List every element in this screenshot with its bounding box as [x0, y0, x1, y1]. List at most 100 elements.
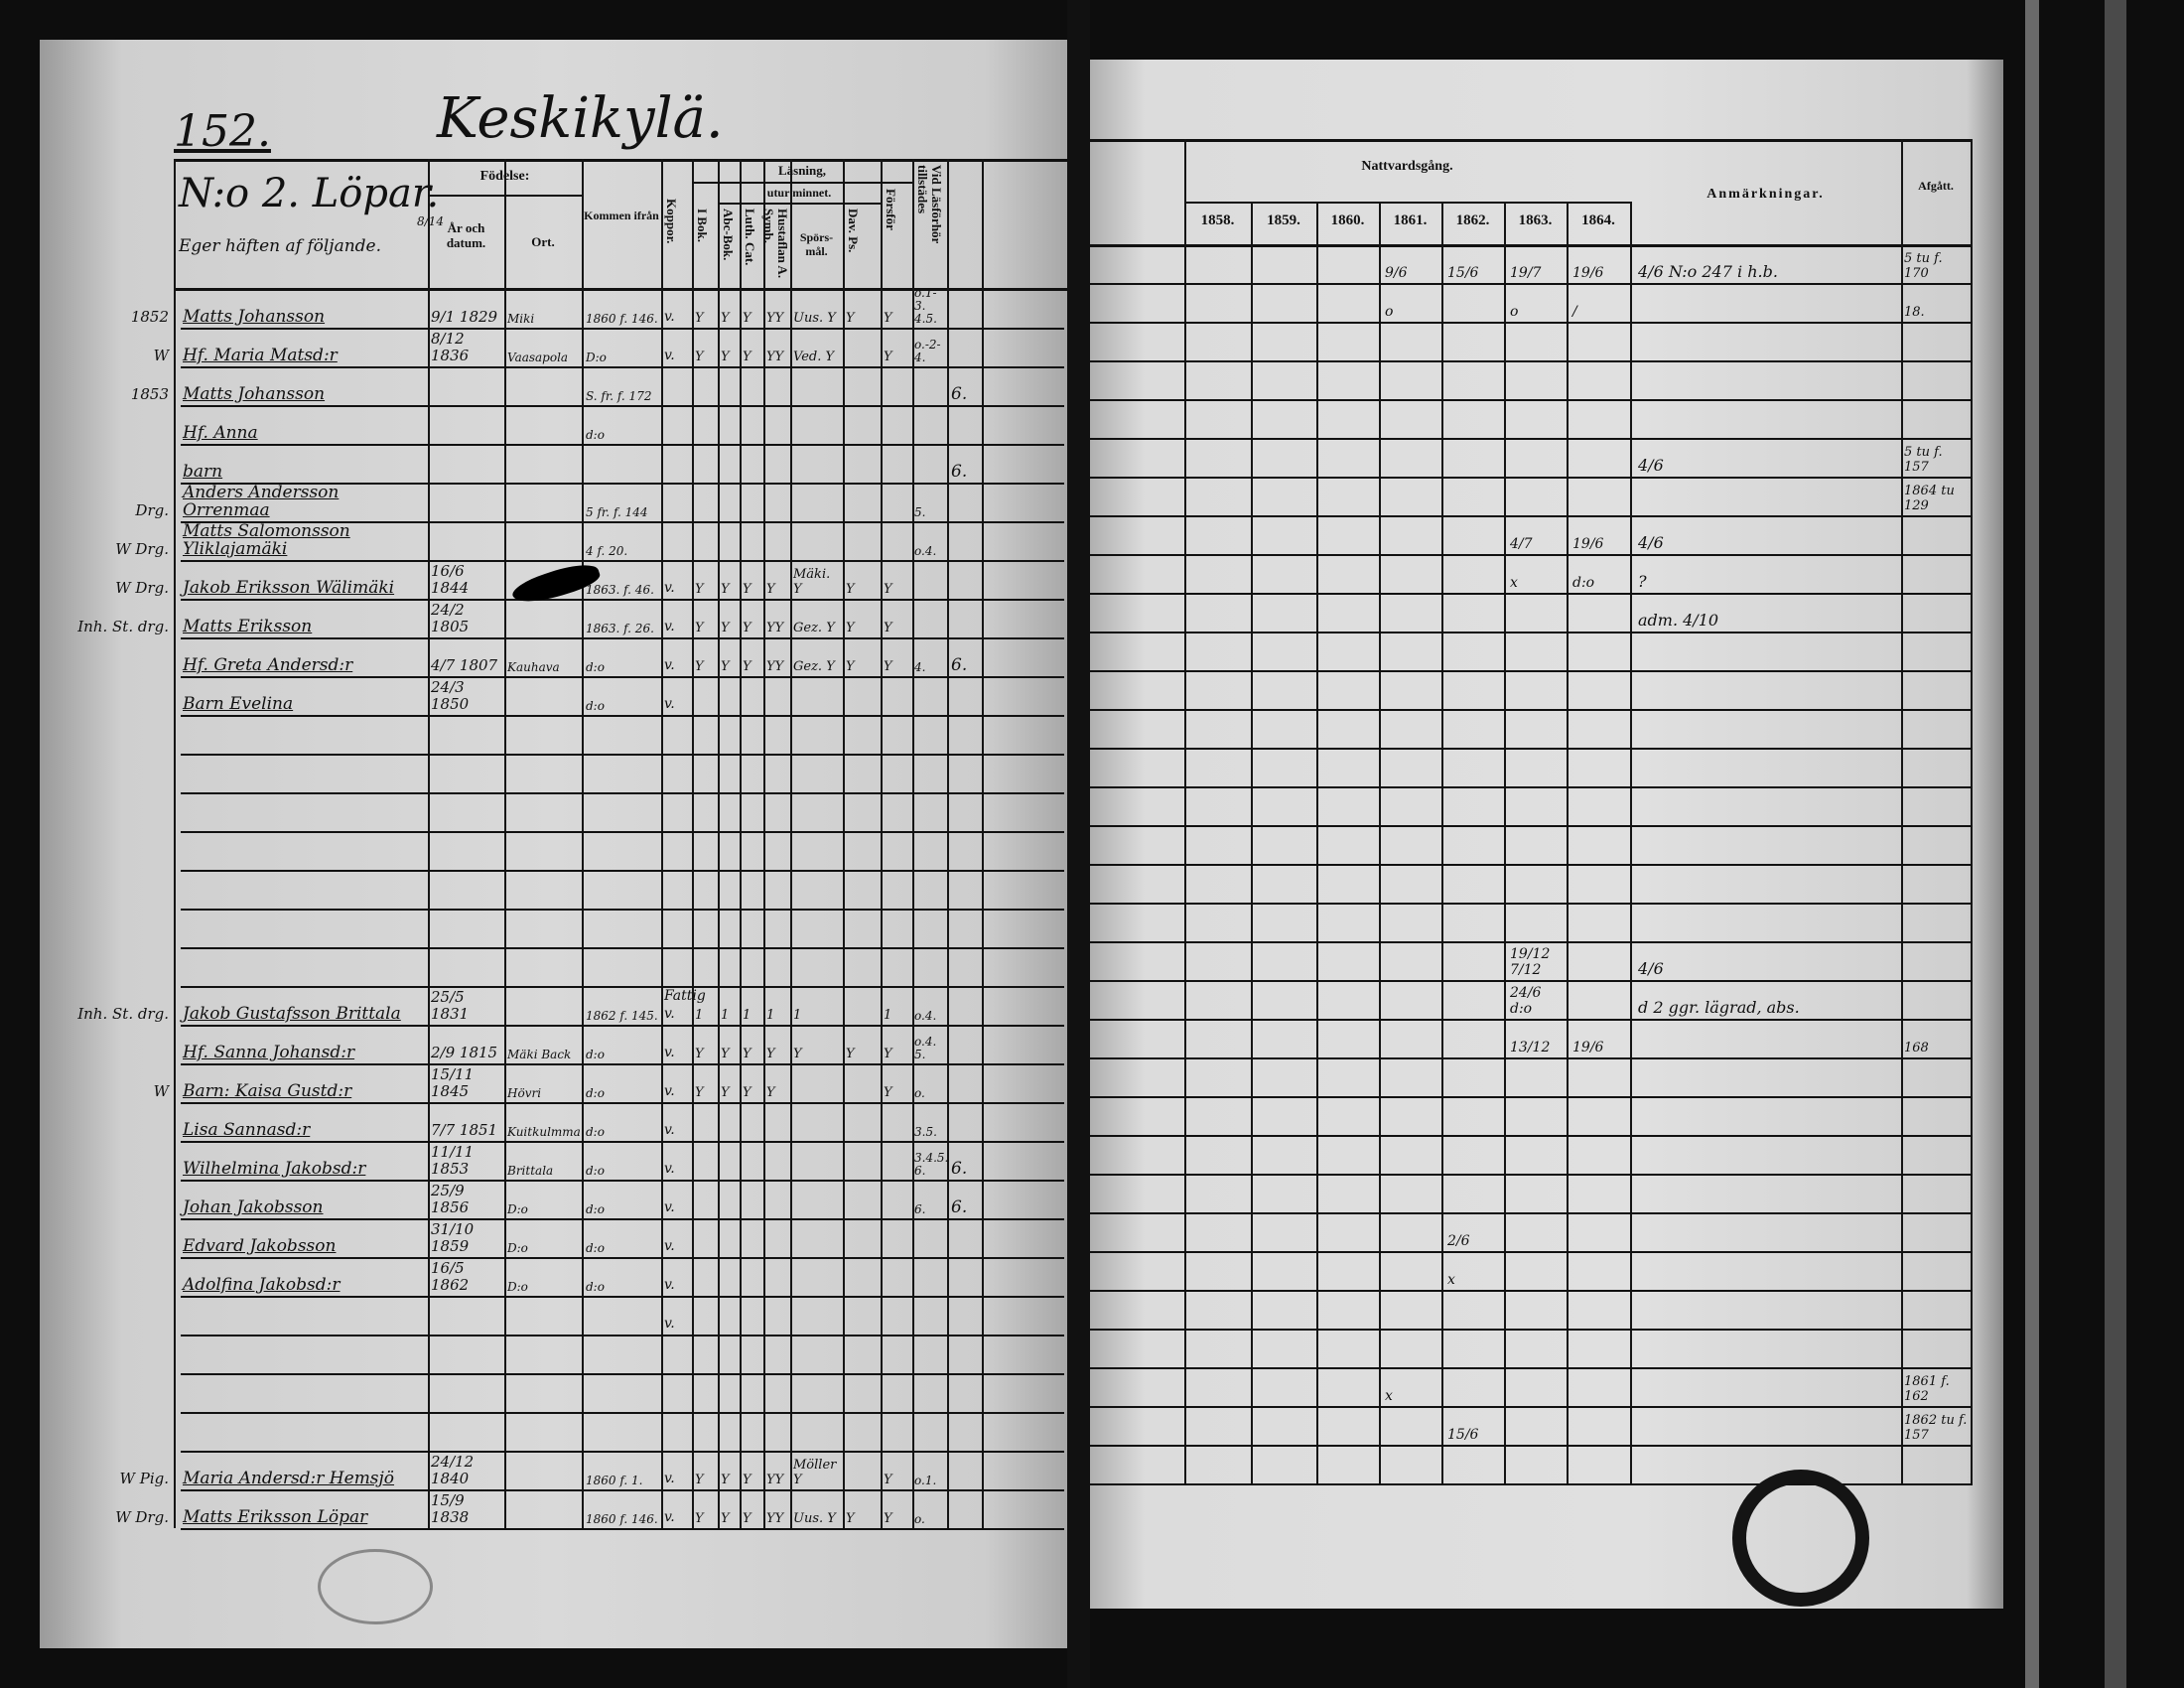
- row-line: [1079, 438, 1973, 440]
- reading-mark: Y: [884, 311, 892, 326]
- remark: ?: [1638, 572, 1647, 591]
- reading-mark: Y: [721, 1511, 730, 1526]
- row-line: [181, 560, 1064, 562]
- scan-edge: [2025, 0, 2039, 1688]
- birth-place: Hövri: [507, 1086, 542, 1100]
- communion-date: 19/12 7/12: [1510, 946, 1551, 978]
- arrived-from: d:o: [586, 1048, 605, 1061]
- column-divider: [763, 159, 765, 1528]
- remark: 4/6: [1638, 533, 1664, 552]
- reading-mark: Y: [721, 350, 730, 364]
- birth-date: 15/9 1838: [431, 1491, 470, 1526]
- person-name: Matts Johansson: [183, 384, 326, 404]
- reading-mark: Y: [884, 621, 892, 635]
- reading-mark: 1: [721, 1008, 730, 1023]
- column-divider: [661, 159, 663, 1528]
- margin-note: Inh. St. drg.: [77, 1005, 169, 1023]
- header-abc: Abc-Bok.: [721, 209, 736, 261]
- departure-note: 18.: [1904, 305, 1925, 320]
- header-year: 1864.: [1581, 212, 1615, 228]
- header-luth: Luth. Cat.: [743, 209, 757, 266]
- reading-mark: Y: [884, 659, 892, 674]
- reading-mark: YY: [766, 311, 784, 326]
- row-line: [181, 405, 1064, 407]
- arrived-from: S. fr. f. 172: [586, 389, 652, 403]
- reading-mark: Y: [695, 350, 704, 364]
- communion-date: o: [1385, 304, 1394, 320]
- reading-mark: 1: [766, 1008, 775, 1023]
- margin-note: W: [153, 347, 169, 364]
- reading-mark: Y: [846, 1047, 855, 1061]
- row-line: [181, 1180, 1064, 1182]
- extra-mark: 6.: [951, 462, 968, 482]
- arrived-from: 5 fr. f. 144: [586, 505, 648, 519]
- reading-mark: YY: [766, 1473, 784, 1487]
- reading-mark: Y: [846, 582, 855, 597]
- reading-mark: 1: [695, 1008, 704, 1023]
- row-line: [181, 1528, 1064, 1530]
- row-line: [181, 1335, 1064, 1336]
- header-year: 1861.: [1393, 212, 1428, 228]
- remark: d 2 ggr. lägrad, abs.: [1638, 998, 1800, 1017]
- remark: 4/6 N:o 247 i h.b.: [1638, 262, 1778, 281]
- row-line: [181, 637, 1064, 639]
- birth-date: 7/7 1851: [431, 1121, 498, 1139]
- arrived-from: D:o: [586, 351, 607, 364]
- smallpox-mark: v.: [664, 1045, 675, 1060]
- reading-mark: Gez. Y: [793, 659, 835, 674]
- birth-place: Miki: [507, 312, 535, 326]
- row-line: [1079, 709, 1973, 711]
- row-line: [181, 444, 1064, 446]
- row-line: [181, 366, 1064, 368]
- header-bottom-line: [174, 288, 1067, 291]
- scan-edge: [2105, 0, 2126, 1688]
- row-line: [1079, 825, 1973, 827]
- communion-date: 15/6: [1447, 265, 1479, 281]
- birth-date: 9/1 1829: [431, 308, 498, 326]
- person-name: Maria Andersd:r Hemsjö: [183, 1469, 395, 1488]
- communion-date: 24/6 d:o: [1510, 985, 1542, 1017]
- birth-date: 25/9 1856: [431, 1182, 470, 1216]
- communion-date: 19/6: [1572, 265, 1604, 281]
- reading-mark: Y: [846, 621, 855, 635]
- row-line: [181, 328, 1064, 330]
- smallpox-mark: v.: [664, 1316, 675, 1332]
- column-divider: [1630, 202, 1632, 1483]
- reading-mark: Y: [743, 1047, 751, 1061]
- examination-attendance: o.1-3. 4.5.: [914, 286, 937, 326]
- extra-mark: 6.: [951, 655, 968, 675]
- arrived-from: d:o: [586, 660, 605, 674]
- reading-mark: Y: [743, 582, 751, 597]
- arrived-from: 1863. f. 26.: [586, 622, 654, 635]
- smallpox-mark: v.: [664, 1238, 675, 1254]
- person-name: Barn Evelina: [183, 694, 294, 714]
- departure-note: 5 tu f. 157: [1904, 445, 1943, 475]
- birth-place: Kuitkulmma: [507, 1125, 581, 1139]
- smallpox-mark: v.: [664, 1161, 675, 1177]
- person-name: Lisa Sannasd:r: [183, 1120, 311, 1140]
- communion-date: 4/7: [1510, 536, 1533, 552]
- column-divider: [982, 159, 984, 1528]
- right-page: [1090, 60, 2003, 1609]
- row-line: [1079, 748, 1973, 750]
- smallpox-mark: v.: [664, 696, 675, 712]
- birth-date: 31/10 1859: [431, 1220, 475, 1255]
- archive-stamp: [1732, 1470, 1869, 1607]
- person-name: Matts Johansson: [183, 307, 326, 327]
- extra-mark: 6.: [951, 1159, 968, 1179]
- person-name: Johan Jakobsson: [183, 1197, 324, 1217]
- margin-note: 1852: [130, 308, 169, 326]
- header-year: 1860.: [1330, 212, 1365, 228]
- arrived-from: d:o: [586, 1202, 605, 1216]
- row-line: [181, 1373, 1064, 1375]
- departure-note: 1862 tu f. 157: [1904, 1413, 1968, 1443]
- reading-mark: Y: [884, 582, 892, 597]
- smallpox-mark: v.: [664, 309, 675, 325]
- birth-date: 8/12 1836: [431, 330, 470, 364]
- reading-mark: Y: [695, 1085, 704, 1100]
- person-name: Matts Salomonsson Yliklajamäki: [183, 521, 350, 559]
- row-line: [1079, 399, 1973, 401]
- reading-mark: Y: [743, 621, 751, 635]
- arrived-from: d:o: [586, 1280, 605, 1294]
- birth-date: 2/9 1815: [431, 1044, 498, 1061]
